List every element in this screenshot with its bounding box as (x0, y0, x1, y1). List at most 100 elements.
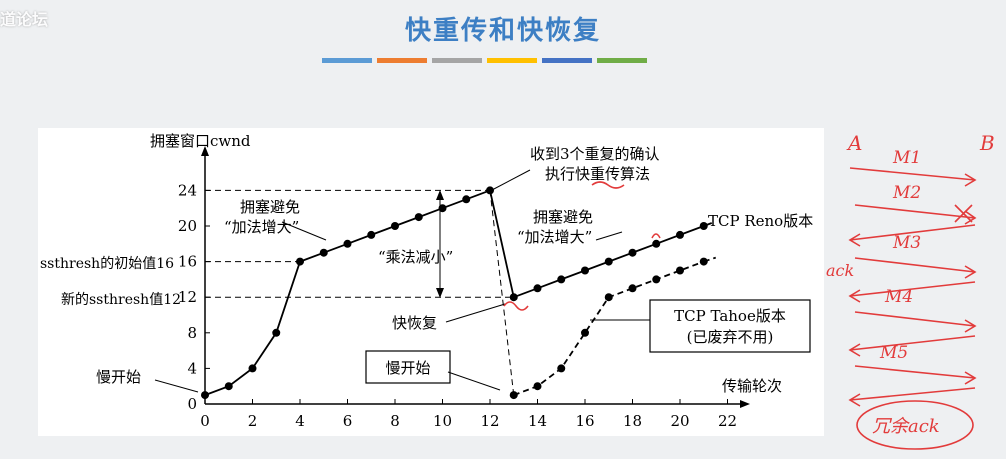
x-axis-label: 传输轮次 (722, 377, 782, 395)
y-tick-label: 0 (187, 395, 197, 413)
x-axis-arrow (740, 400, 750, 408)
hw-b: B (979, 131, 995, 155)
data-point (367, 230, 376, 239)
data-point (581, 328, 589, 337)
data-point (509, 293, 518, 302)
x-tick-label: 8 (390, 412, 400, 430)
title-color-bar (377, 58, 427, 63)
hw-arrow-5 (848, 281, 976, 303)
chart-panel (38, 128, 824, 436)
title-color-bar (322, 58, 372, 63)
data-point (581, 266, 589, 275)
y-tick-label: 16 (178, 253, 197, 271)
data-point (296, 257, 304, 266)
data-point (652, 239, 661, 248)
data-point (557, 364, 566, 373)
ca1-line2: “加法增大” (224, 218, 299, 236)
data-point (509, 391, 518, 400)
data-point (676, 230, 684, 239)
slow-start-box (365, 350, 451, 384)
slide-title: 快重传和快恢复 (404, 16, 601, 46)
title-color-bar (487, 58, 537, 63)
data-point (224, 382, 233, 391)
title-color-bar (597, 58, 647, 63)
slow-start-label: 慢开始 (96, 368, 141, 386)
ca1-line1: 拥塞避免 (240, 198, 300, 216)
x-tick-label: 6 (343, 412, 353, 430)
data-point (486, 186, 494, 195)
data-point (462, 195, 471, 204)
data-point (391, 222, 399, 230)
hw-m3: M3 (892, 233, 921, 253)
hw-arrow-9 (848, 387, 976, 407)
hw-arrow-1 (849, 167, 977, 187)
data-point (201, 391, 209, 400)
hw-arrow-3 (848, 224, 976, 247)
x-tick-label: 22 (718, 412, 737, 430)
data-point (272, 328, 281, 337)
annotation-pointers (154, 169, 650, 393)
x-tick-label: 0 (200, 412, 210, 430)
dup-ack-line1: 收到3个重复的确认 (530, 145, 660, 163)
reno-series-tail (703, 222, 713, 227)
handwriting-annotations: A B M1 M2 M3 M4 M5 ack 冗余ack (503, 131, 995, 450)
hw-arrow-4 (854, 257, 977, 279)
y-tick-label: 12 (178, 288, 197, 306)
tahoe-drop-line (489, 190, 515, 396)
hw-scribble-3 (651, 233, 661, 239)
ca2-line1: 拥塞避免 (533, 208, 593, 226)
hw-arrow-8 (854, 365, 977, 385)
md-label: “乘法减小” (378, 248, 453, 266)
title-color-bar (542, 58, 592, 63)
reno-label: TCP Reno版本 (708, 212, 813, 230)
x-tick-label: 20 (670, 412, 689, 430)
data-point (533, 382, 542, 391)
data-point (414, 213, 423, 222)
x-tick-label: 10 (433, 412, 452, 430)
hw-scribble-1 (591, 181, 625, 189)
ca2-line2: “加法增大” (517, 228, 592, 246)
data-point (343, 239, 352, 248)
watermark: 道论坛 (0, 10, 49, 29)
hw-bottom: 冗余ack (872, 416, 940, 437)
x-tick-label: 4 (295, 412, 305, 430)
x-tick-label: 12 (480, 412, 499, 430)
hw-ack: ack (826, 261, 854, 280)
x-tick-label: 14 (528, 412, 547, 430)
ssthresh-new-label: 新的ssthresh值12 (61, 292, 181, 308)
hw-m5: M5 (879, 343, 908, 363)
data-point (628, 248, 637, 257)
y-tick-label: 20 (178, 217, 197, 235)
tahoe-line1: TCP Tahoe版本 (674, 307, 786, 325)
ssthresh-initial-label: ssthresh的初始值16 (40, 255, 174, 272)
data-point (652, 275, 661, 284)
x-tick-label: 2 (248, 412, 258, 430)
y-tick-label: 8 (187, 324, 197, 342)
data-point (533, 284, 542, 293)
axes (201, 146, 750, 408)
y-axis-label: 拥塞窗口cwnd (150, 132, 251, 150)
hw-arrow-7 (848, 335, 976, 357)
data-point (604, 293, 613, 302)
y-tick-label: 4 (187, 359, 197, 377)
y-tick-label: 24 (178, 181, 197, 199)
data-point (628, 284, 637, 293)
hw-m1: M1 (892, 148, 921, 168)
hw-scribble-2 (503, 301, 529, 311)
data-point (248, 364, 257, 373)
hw-arrow-6 (854, 311, 977, 333)
dup-ack-line2: 执行快重传算法 (545, 165, 650, 183)
data-point (604, 257, 613, 266)
hw-bottom-circle (856, 400, 974, 450)
reno-series-line (204, 189, 705, 396)
data-point (319, 248, 328, 257)
hw-m2: M2 (892, 183, 921, 203)
x-tick-label: 16 (575, 412, 594, 430)
x-tick-label: 18 (623, 412, 642, 430)
title-color-bar (432, 58, 482, 63)
tahoe-series-tail (703, 256, 717, 263)
fast-recovery-label: 快恢复 (392, 314, 437, 332)
hw-a: A (846, 131, 862, 155)
tahoe-box (649, 299, 811, 353)
